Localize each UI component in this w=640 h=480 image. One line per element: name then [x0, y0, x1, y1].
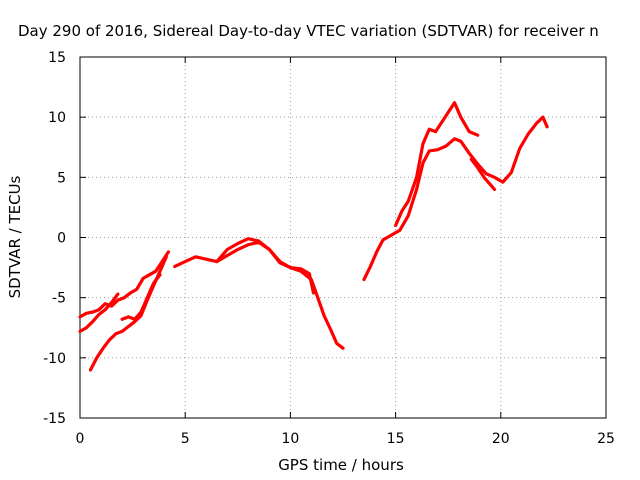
grid	[80, 57, 606, 418]
x-tick-label: 5	[181, 431, 190, 447]
x-tick-label: 0	[76, 431, 85, 447]
series-line-8	[394, 101, 480, 228]
y-tick-label: -10	[43, 351, 66, 367]
series-line-7	[362, 115, 549, 282]
y-tick-label: 5	[57, 170, 66, 186]
plot-frame	[79, 56, 607, 419]
series-line-6	[215, 237, 316, 295]
y-axis-label: SDTVAR / TECUs	[6, 175, 24, 298]
y-tick-label: 0	[57, 231, 66, 247]
x-axis-ticks: 0 5 10 15 20 25	[76, 57, 615, 447]
y-axis-ticks: -15 -10 -5 0 5 10 15	[43, 50, 606, 427]
series-line-9	[469, 157, 497, 191]
series-line-4	[120, 273, 162, 321]
series-group	[78, 101, 549, 372]
y-tick-label: -5	[52, 291, 66, 307]
chart-title: Day 290 of 2016, Sidereal Day-to-day VTE…	[18, 22, 599, 40]
series-line-1	[78, 250, 170, 319]
x-tick-label: 10	[281, 431, 299, 447]
x-axis-label: GPS time / hours	[278, 456, 404, 474]
y-tick-label: -15	[43, 411, 66, 427]
y-tick-label: 15	[48, 50, 66, 66]
series-line-2	[78, 292, 120, 333]
x-tick-label: 20	[492, 431, 510, 447]
x-tick-label: 25	[597, 431, 615, 447]
series-line-5	[173, 240, 345, 350]
y-tick-label: 10	[48, 110, 66, 126]
x-tick-label: 15	[387, 431, 405, 447]
